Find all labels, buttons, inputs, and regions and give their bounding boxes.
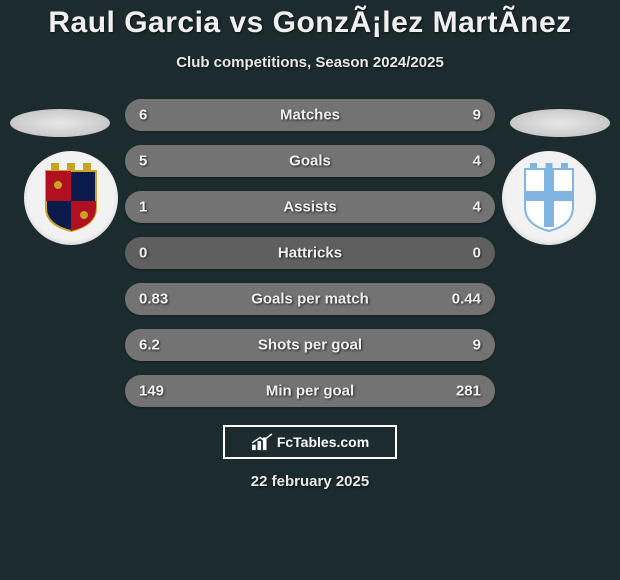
player-platform-right [510,109,610,137]
stat-row: 149281Min per goal [125,375,495,407]
stat-row: 54Goals [125,145,495,177]
watermark-text: FcTables.com [277,434,369,450]
stat-bars: 69Matches 54Goals 14Assists 00Hattricks 0.83… [125,91,495,407]
stat-row: 14Assists [125,191,495,223]
stat-row: 6.29Shots per goal [125,329,495,361]
comparison-arena: 69Matches 54Goals 14Assists 00Hattricks 0.83… [0,91,620,407]
club-badge-right [502,151,596,245]
date-label: 22 february 2025 [0,473,620,490]
stat-row: 0.830.44Goals per match [125,283,495,315]
stat-label: Shots per goal [125,337,495,354]
stat-label: Goals per match [125,291,495,308]
club-badge-left [24,151,118,245]
stat-label: Min per goal [125,383,495,400]
watermark: FcTables.com [223,425,397,459]
stat-label: Hattricks [125,245,495,262]
page-title: Raul Garcia vs GonzÃ¡lez MartÃ­nez [0,0,620,40]
page-subtitle: Club competitions, Season 2024/2025 [0,54,620,71]
stat-label: Goals [125,153,495,170]
osasuna-shield-icon [41,163,101,233]
stat-label: Matches [125,107,495,124]
stat-label: Assists [125,199,495,216]
celta-shield-icon [519,163,579,233]
fctables-logo-icon [251,433,273,451]
stat-row: 69Matches [125,99,495,131]
player-platform-left [10,109,110,137]
stat-row: 00Hattricks [125,237,495,269]
